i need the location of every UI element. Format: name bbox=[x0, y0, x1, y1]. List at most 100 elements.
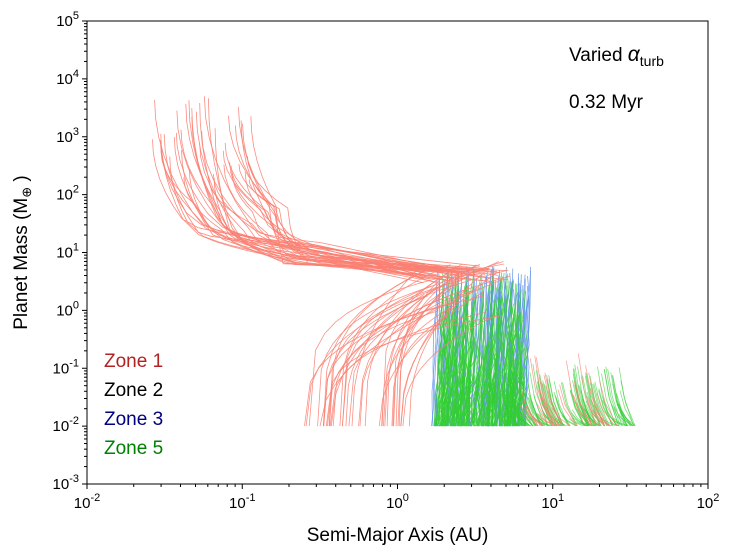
zone5-track bbox=[446, 381, 453, 427]
zone5-track bbox=[440, 277, 451, 427]
zone1-track bbox=[160, 139, 472, 279]
y-axis-label: Planet Mass (M⊕ ) bbox=[11, 175, 34, 330]
zone1-track bbox=[402, 315, 496, 427]
zone-legend: Zone 1 Zone 2 Zone 3 Zone 5 bbox=[104, 351, 163, 459]
zone1-track bbox=[201, 130, 451, 282]
zone5-track bbox=[554, 394, 570, 427]
zone5-track bbox=[438, 388, 446, 427]
zone5-track bbox=[616, 404, 632, 427]
zone5-track bbox=[518, 403, 534, 427]
zone1-track bbox=[536, 385, 556, 427]
zone5-track bbox=[465, 283, 475, 427]
zone5-track bbox=[509, 380, 525, 427]
y-tick-label: 103 bbox=[56, 126, 79, 146]
zone5-track bbox=[569, 389, 585, 427]
zone1-track bbox=[378, 291, 485, 427]
zone1-track bbox=[523, 400, 543, 427]
zone1-track bbox=[329, 280, 460, 427]
zone3-track bbox=[519, 291, 527, 427]
zone1-track bbox=[222, 150, 424, 279]
zone5-track bbox=[450, 390, 460, 427]
zone5-track bbox=[504, 359, 515, 427]
zone5-track bbox=[515, 407, 531, 427]
zone1-track bbox=[536, 413, 555, 427]
zone5-track bbox=[495, 276, 507, 427]
zone1-track bbox=[180, 129, 425, 276]
zone5-track bbox=[467, 313, 479, 427]
zone1-track bbox=[244, 172, 436, 283]
zone5-track bbox=[620, 380, 636, 427]
zone5-track bbox=[604, 369, 620, 427]
zone5-track bbox=[459, 286, 469, 427]
y-tick-label: 105 bbox=[56, 10, 79, 30]
zone5-track bbox=[518, 408, 534, 427]
zone1-track bbox=[345, 293, 425, 427]
zone1-track bbox=[351, 262, 425, 427]
zone1-track bbox=[238, 164, 445, 271]
zone5-track bbox=[579, 385, 595, 427]
zone1-track bbox=[250, 116, 433, 272]
zone1-track bbox=[319, 279, 503, 427]
zone5-track bbox=[501, 390, 517, 427]
zone1-track bbox=[342, 267, 490, 427]
zone5-track bbox=[450, 275, 459, 427]
zone5-track bbox=[528, 393, 544, 427]
zone1-track bbox=[539, 390, 558, 427]
zone1-track bbox=[534, 355, 553, 427]
zone5-track bbox=[499, 285, 508, 427]
zone1-track bbox=[574, 380, 594, 427]
zone5-track bbox=[459, 378, 472, 427]
zone1-track bbox=[328, 266, 433, 427]
zone1-track bbox=[573, 394, 592, 427]
x-tick-label: 101 bbox=[541, 492, 564, 512]
zone1-track bbox=[529, 358, 549, 427]
zone1-track bbox=[223, 164, 490, 282]
zone1-track bbox=[160, 151, 500, 273]
zone-label: Zone 2 bbox=[104, 380, 163, 401]
zone5-track bbox=[493, 279, 501, 427]
zone1-track bbox=[327, 288, 469, 427]
zone1-track bbox=[323, 295, 429, 427]
zone1-track bbox=[173, 137, 439, 269]
zone5-track bbox=[516, 416, 532, 427]
zone1-track bbox=[332, 310, 439, 427]
zone3-track bbox=[431, 289, 439, 427]
zone5-track bbox=[455, 285, 466, 427]
varied-alpha-annotation: Varied αturb bbox=[569, 43, 664, 69]
zone5-track bbox=[516, 324, 526, 427]
zone5-track bbox=[594, 381, 610, 427]
zone5-track bbox=[560, 382, 577, 427]
zone5-track bbox=[502, 383, 518, 427]
zone1-track bbox=[304, 295, 485, 427]
zone5-track bbox=[450, 341, 462, 427]
zone5-track bbox=[453, 391, 462, 427]
zone5-track bbox=[471, 276, 482, 427]
zone1-track bbox=[573, 380, 593, 427]
x-tick-label: 10-1 bbox=[229, 492, 255, 512]
zone1-track bbox=[386, 275, 451, 427]
zone5-track bbox=[605, 366, 621, 427]
zone-label: Zone 1 bbox=[104, 351, 163, 372]
zone5-track bbox=[460, 363, 468, 427]
zone5-track bbox=[519, 374, 535, 427]
zone1-track bbox=[536, 403, 556, 427]
y-tick-label: 104 bbox=[56, 68, 79, 88]
zone5-track bbox=[492, 367, 503, 427]
zone5-track bbox=[503, 410, 519, 427]
zone5-track bbox=[592, 383, 608, 427]
zone-label: Zone 5 bbox=[104, 438, 163, 459]
zone5-track bbox=[451, 309, 459, 427]
zone1-track bbox=[230, 165, 483, 276]
zone5-track bbox=[439, 332, 447, 427]
zone1-track bbox=[359, 296, 453, 427]
zone1-track bbox=[565, 360, 585, 427]
zone1-track bbox=[559, 384, 578, 427]
zone5-track bbox=[542, 380, 558, 427]
x-tick-label: 100 bbox=[386, 492, 409, 512]
planet-tracks bbox=[152, 96, 636, 427]
zone5-track bbox=[471, 370, 481, 427]
zone1-track bbox=[541, 382, 560, 427]
zone3-track bbox=[433, 275, 441, 427]
zone5-track bbox=[585, 404, 601, 427]
